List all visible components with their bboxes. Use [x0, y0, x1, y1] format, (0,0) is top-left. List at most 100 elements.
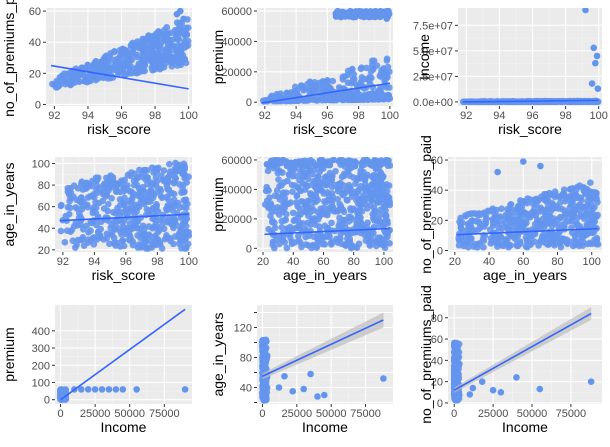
outlier-point [588, 80, 596, 87]
y-tick-label: 40 [431, 355, 443, 367]
data-point [479, 235, 487, 243]
data-point [311, 178, 318, 186]
data-point [338, 190, 346, 198]
data-point [150, 169, 157, 176]
y-tick-label: 60 [431, 155, 443, 167]
data-point [103, 234, 111, 242]
data-point [160, 216, 167, 224]
data-point [533, 216, 541, 224]
data-point [153, 201, 160, 208]
data-point [289, 209, 297, 217]
outlier-point [307, 370, 314, 378]
data-point [126, 187, 134, 195]
data-point [560, 186, 568, 193]
data-point [350, 70, 358, 78]
y-tick-label: 0 [437, 398, 443, 410]
data-point [134, 232, 141, 239]
data-point [370, 204, 378, 212]
outlier-point [469, 384, 477, 392]
x-tick-label: 50000 [114, 408, 145, 420]
data-point [88, 219, 96, 227]
data-point [174, 199, 182, 207]
data-point [573, 220, 581, 227]
data-point [318, 157, 326, 164]
data-point [279, 191, 287, 198]
data-point [93, 58, 100, 66]
x-tick-label: 100 [180, 256, 198, 268]
x-tick-label: 94 [493, 110, 505, 122]
y-tick-label: 20 [29, 68, 41, 80]
y-tick-label: 300 [32, 343, 50, 355]
data-point [144, 174, 151, 181]
data-point [465, 233, 473, 241]
data-point [80, 242, 88, 249]
data-point [57, 227, 65, 235]
data-point [125, 70, 133, 77]
outlier-point [590, 44, 598, 52]
data-points [450, 307, 595, 404]
data-point [310, 194, 318, 202]
data-point [374, 185, 381, 193]
data-point [585, 229, 592, 237]
data-point [593, 240, 600, 248]
x-axis-label: Income [502, 419, 548, 435]
outlier-point [180, 15, 187, 23]
x-tick-label: 92 [57, 256, 69, 268]
data-point [158, 245, 166, 252]
trend-line [264, 227, 391, 236]
x-tick-label: 98 [352, 110, 364, 122]
y-tick-label: 40 [38, 223, 50, 235]
data-points [455, 158, 602, 251]
x-tick-label: 0 [451, 408, 457, 420]
y-tick-label: 40000 [221, 36, 252, 48]
data-point [170, 54, 177, 62]
outlier-point [77, 386, 85, 393]
trend-line [262, 319, 384, 377]
data-point [577, 194, 585, 201]
data-point [162, 59, 170, 66]
y-tick-label: 0.0e+00 [413, 97, 453, 109]
outlier-point [119, 386, 127, 393]
data-point [277, 168, 284, 175]
data-points [57, 159, 192, 252]
data-point [334, 239, 342, 246]
x-axis-label: Income [101, 419, 147, 435]
data-point [157, 42, 164, 50]
data-point [295, 221, 303, 229]
data-point [70, 223, 78, 230]
data-point [296, 205, 303, 212]
data-point [304, 197, 311, 205]
x-tick-label: 100 [375, 256, 393, 268]
data-point [265, 225, 272, 233]
y-tick-label: 120 [234, 323, 252, 335]
data-point [494, 239, 502, 247]
data-point [163, 47, 171, 55]
data-point [345, 157, 353, 164]
outlier-point [497, 388, 505, 396]
outlier-point [300, 385, 308, 393]
data-point [550, 236, 558, 244]
data-point [102, 57, 109, 65]
data-point [142, 231, 149, 239]
panel-5: 20 40 60 80 100 0 20000 40000 60000 age_in_years p… [210, 155, 393, 283]
data-point [594, 211, 601, 219]
x-tick-label: 0 [259, 408, 265, 420]
data-point [364, 194, 372, 202]
data-point [133, 66, 141, 73]
data-point [583, 98, 590, 105]
y-tick-label: 60 [38, 202, 50, 214]
data-point [381, 75, 388, 82]
data-point [381, 95, 388, 103]
data-points [261, 157, 393, 252]
data-point [357, 229, 365, 237]
data-point [141, 67, 148, 75]
data-point [340, 182, 348, 189]
x-tick-label: 92 [259, 110, 271, 122]
x-tick-label: 50000 [517, 408, 548, 420]
data-point [305, 242, 312, 249]
data-point [358, 64, 365, 71]
data-point [120, 223, 128, 231]
data-point [58, 201, 65, 209]
data-point [142, 198, 149, 206]
